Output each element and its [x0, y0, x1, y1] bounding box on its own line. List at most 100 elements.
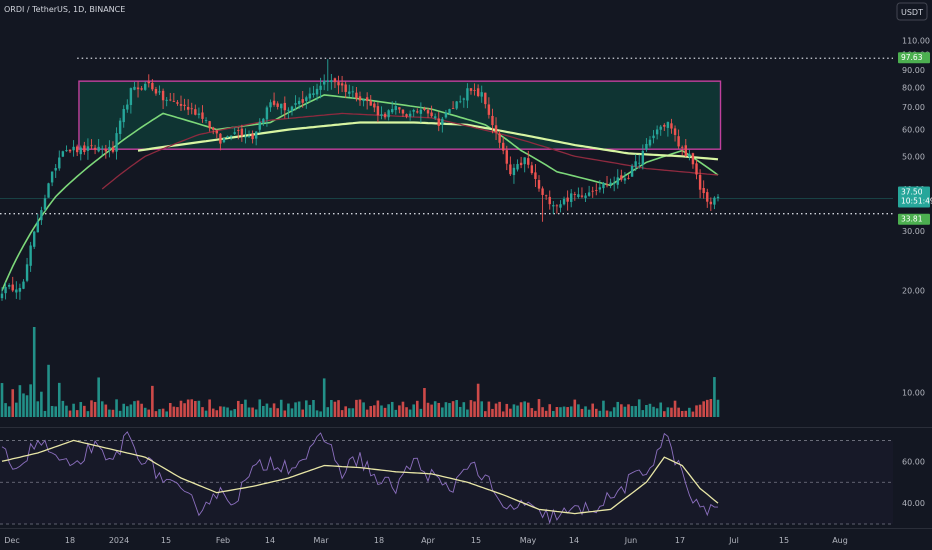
volume-bar — [419, 408, 423, 417]
candle-body — [65, 150, 68, 152]
chart-title: ORDI / TetherUS, 1D, BINANCE — [4, 5, 125, 14]
volume-bar — [380, 405, 383, 417]
candle-body — [54, 168, 57, 171]
volume-bar — [333, 401, 337, 417]
volume-bar — [65, 405, 68, 417]
candle-body — [355, 92, 358, 99]
volume-bar — [387, 404, 390, 417]
candle-body — [584, 195, 587, 198]
volume-bar — [176, 407, 179, 417]
candle-body — [226, 136, 229, 138]
candle-body — [83, 145, 86, 152]
candle-body — [498, 133, 501, 143]
volume-bar — [534, 410, 537, 417]
volume-bar — [93, 401, 97, 417]
volume-bar — [168, 402, 172, 417]
volume-bar — [426, 402, 430, 417]
candle-body — [4, 287, 7, 294]
candle-body — [294, 103, 297, 105]
resistance-tag-bg — [898, 52, 930, 64]
candle-body — [555, 205, 559, 207]
candle-body — [258, 121, 261, 130]
volume-bar — [670, 407, 673, 417]
candle-body — [426, 110, 430, 114]
volume-bar — [122, 403, 126, 417]
candle-body — [598, 187, 602, 190]
candle-body — [308, 93, 312, 99]
volume-bar — [659, 402, 663, 417]
candle-body — [319, 85, 322, 90]
volume-bar — [559, 407, 562, 417]
candle-body — [519, 162, 523, 166]
candle-body — [620, 175, 623, 180]
volume-bar — [523, 401, 526, 417]
volume-bar — [290, 408, 294, 417]
candle-body — [297, 100, 301, 105]
currency-button[interactable]: USDT — [896, 2, 928, 21]
candle-body — [487, 104, 491, 115]
volume-bar — [627, 404, 630, 417]
candle-body — [229, 135, 233, 137]
candle-body — [247, 136, 251, 137]
candle-body — [290, 106, 294, 112]
price-tick-label: 30.00 — [902, 227, 925, 236]
volume-bar — [566, 407, 569, 417]
candle-body — [47, 183, 50, 198]
candle-body — [716, 196, 720, 199]
candle-body — [562, 198, 566, 205]
candle-body — [11, 284, 14, 291]
volume-bar — [104, 404, 108, 417]
candle-body — [330, 80, 333, 83]
candle-body — [537, 180, 541, 189]
volume-bar — [390, 401, 394, 417]
candle-body — [280, 103, 283, 109]
candle-body — [0, 293, 4, 299]
candle-body — [641, 150, 645, 165]
volume-bar — [50, 406, 54, 417]
volume-bar — [229, 410, 233, 417]
volume-bar — [552, 411, 555, 417]
candle-body — [433, 116, 437, 119]
candle-body — [237, 130, 240, 131]
volume-bar — [458, 406, 462, 417]
volume-bar — [684, 410, 688, 417]
volume-bar — [480, 401, 484, 417]
volume-bar — [634, 406, 637, 417]
candle-body — [118, 120, 122, 134]
candle-body — [451, 108, 455, 109]
volume-bar — [541, 407, 544, 417]
volume-bar — [591, 403, 594, 417]
candle-body — [68, 149, 72, 152]
candle-body — [197, 113, 201, 115]
candle-body — [398, 107, 401, 110]
candle-body — [455, 101, 458, 109]
volume-bar — [648, 403, 652, 417]
volume-bar — [244, 399, 247, 417]
candle-body — [573, 194, 576, 195]
candle-body — [29, 245, 32, 266]
candle-body — [244, 136, 247, 138]
volume-bar — [100, 401, 104, 417]
candle-body — [104, 148, 108, 152]
volume-bar — [501, 411, 505, 417]
candle-body — [179, 104, 183, 106]
candle-body — [337, 82, 340, 86]
volume-bar — [598, 410, 602, 417]
volume-bar — [405, 407, 408, 417]
candle-body — [681, 146, 684, 148]
candle-body — [376, 106, 380, 116]
currency-button-label: USDT — [901, 8, 923, 17]
candle-body — [612, 183, 616, 184]
candle-body — [609, 182, 612, 185]
volume-bar — [226, 407, 229, 417]
time-tick-label: Aug — [832, 536, 848, 545]
volume-bar — [161, 408, 165, 417]
candle-body — [412, 109, 415, 112]
volume-bar — [54, 406, 57, 417]
candle-body — [423, 108, 426, 111]
time-tick-label: Apr — [421, 536, 436, 545]
candle-body — [97, 146, 100, 152]
candle-body — [79, 147, 82, 155]
volume-bar — [526, 402, 530, 417]
